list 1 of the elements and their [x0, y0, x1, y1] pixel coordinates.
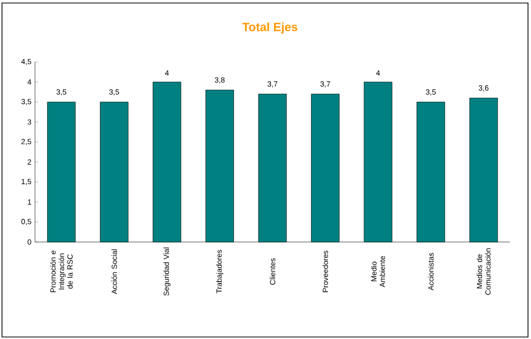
chart-title: Total Ejes — [242, 22, 298, 34]
